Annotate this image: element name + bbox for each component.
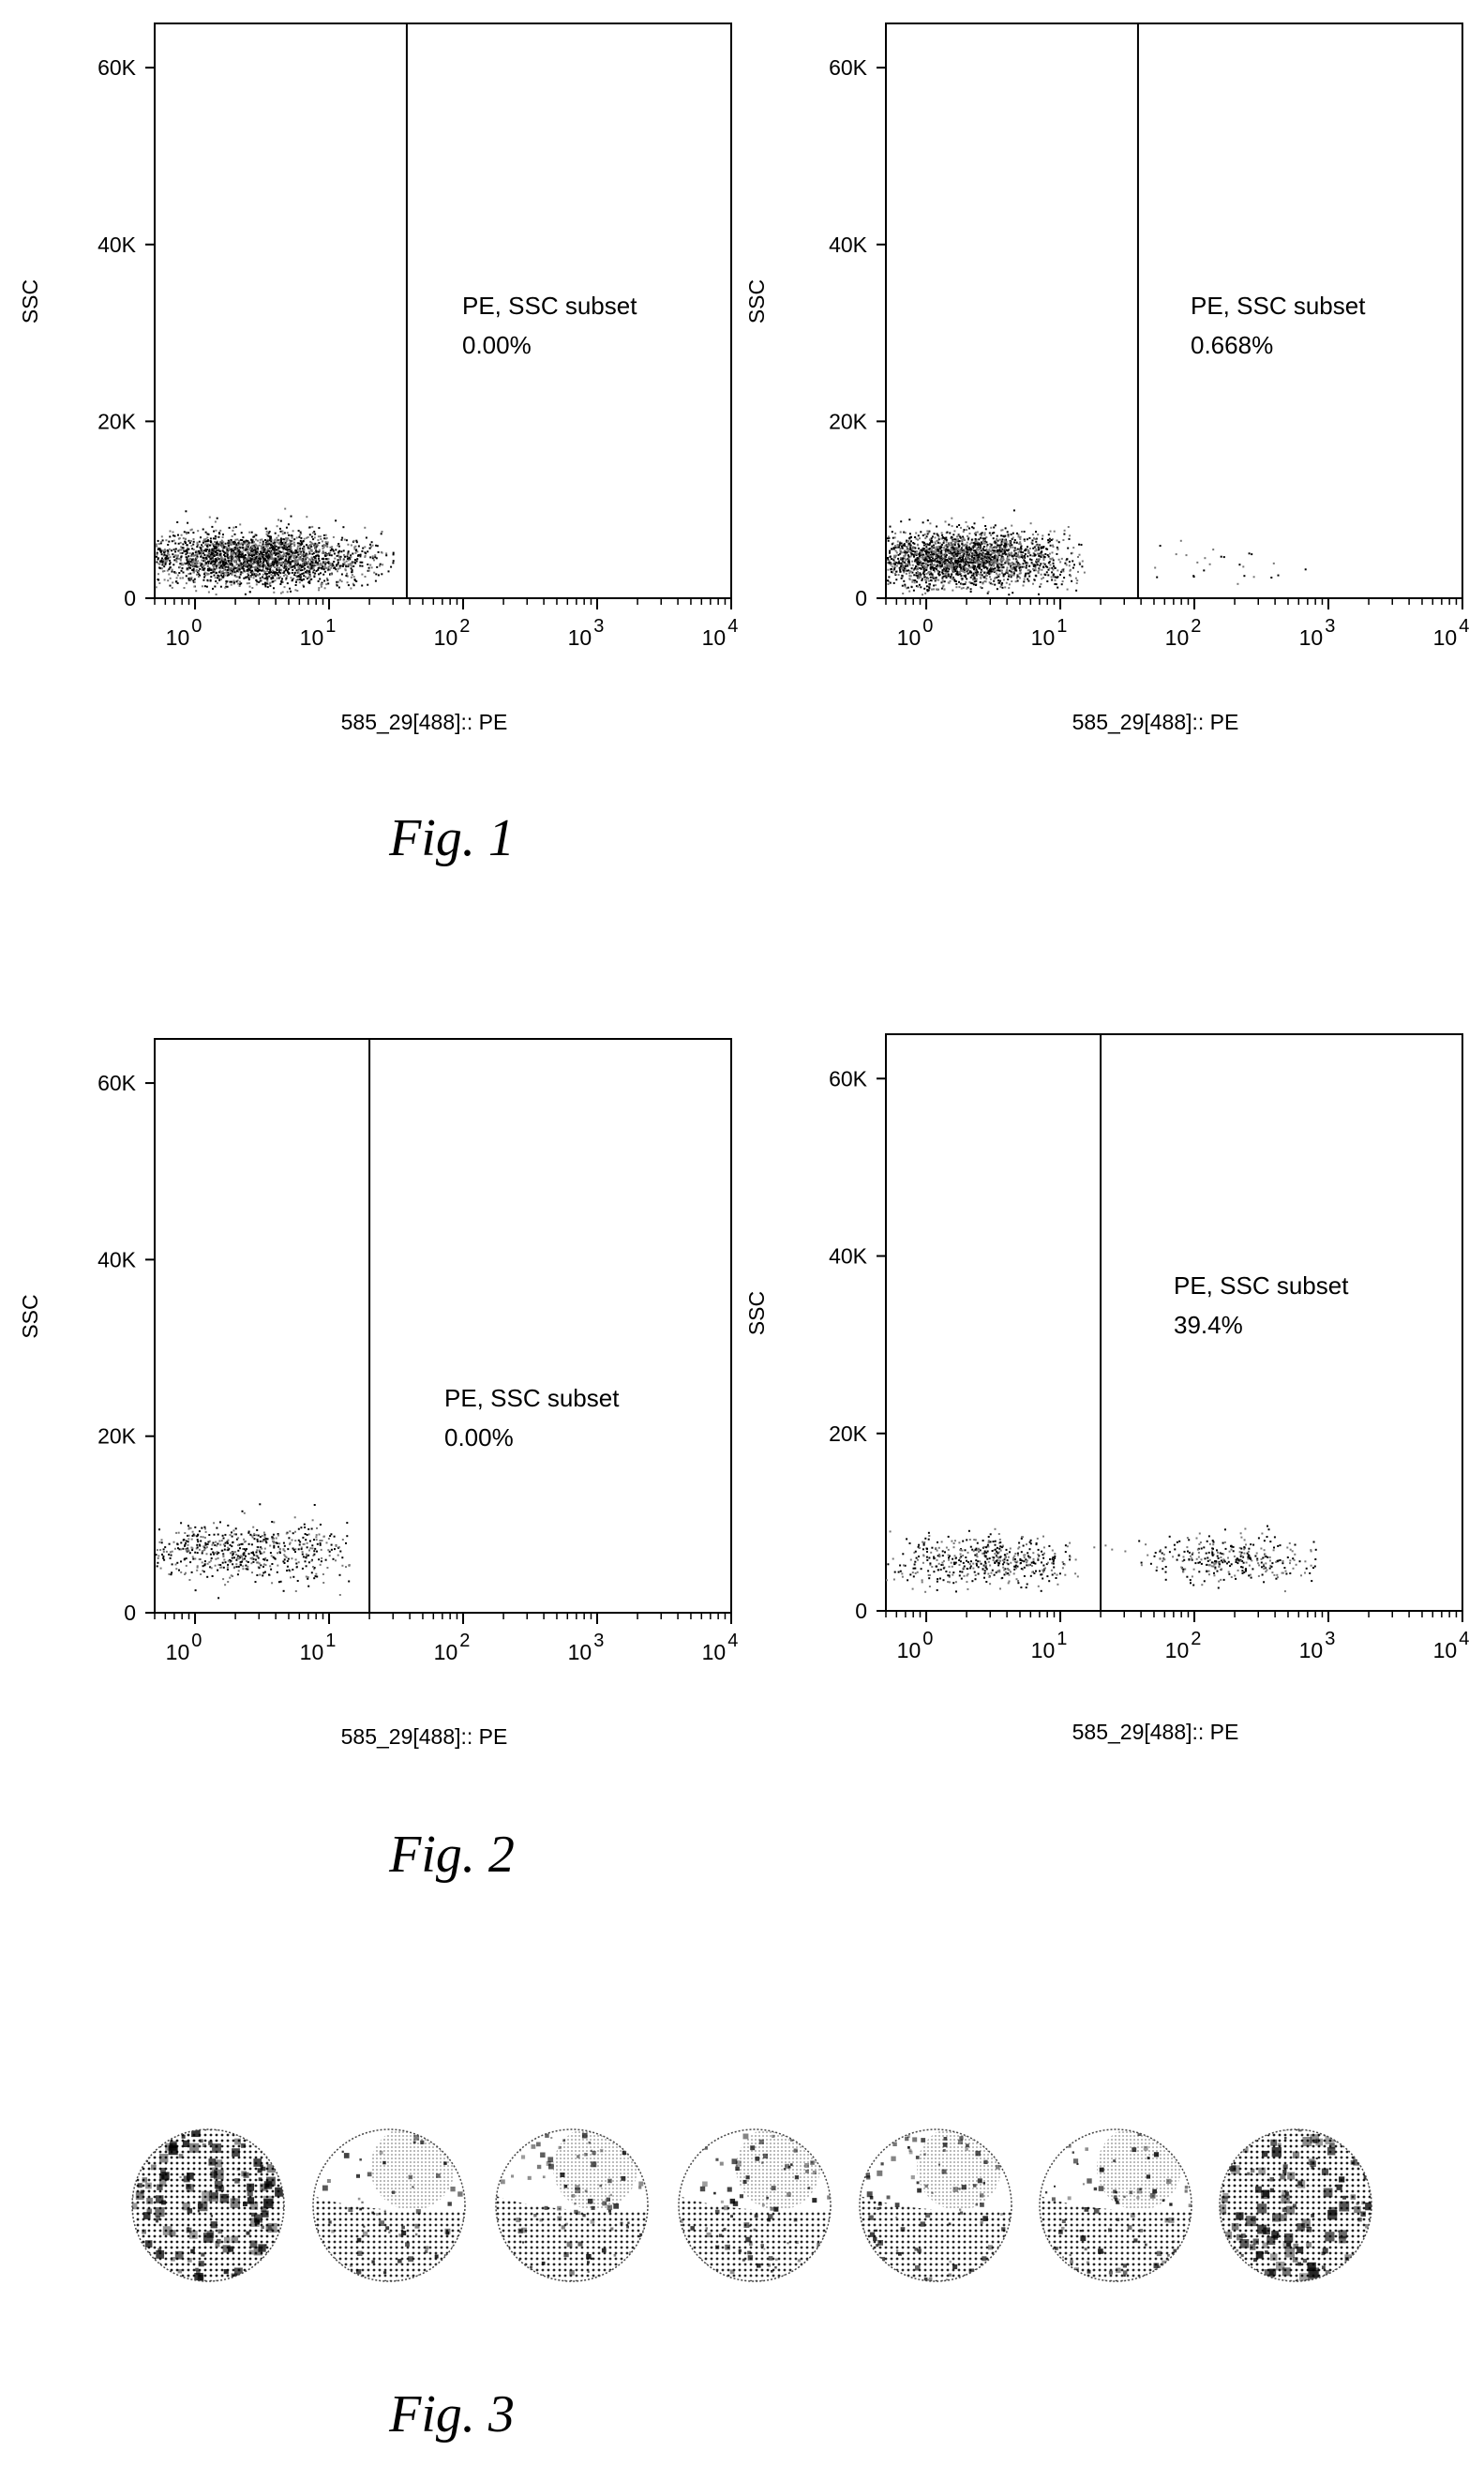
x-tick-label: 10 1 xyxy=(300,1631,337,1664)
gate-percent-label: 0.668% xyxy=(1191,331,1273,359)
well-image xyxy=(131,2128,285,2282)
gate-percent-label: 39.4% xyxy=(1174,1311,1243,1339)
x-axis-label: 585_29[488]:: PE xyxy=(341,710,508,734)
fig1-caption: Fig. 1 xyxy=(388,809,515,867)
x-axis-label: 585_29[488]:: PE xyxy=(341,1724,508,1749)
well-image xyxy=(312,2128,466,2282)
x-tick-label: 10 2 xyxy=(434,616,471,650)
y-tick-label: 60K xyxy=(97,1071,137,1095)
y-axis-label: SSC xyxy=(744,1291,769,1335)
plot-frame xyxy=(154,23,732,599)
x-tick-label: 10 1 xyxy=(300,616,337,650)
y-tick-label: 20K xyxy=(97,1424,137,1449)
x-tick-label: 10 1 xyxy=(1031,1629,1068,1662)
x-axis-label: 585_29[488]:: PE xyxy=(1072,1720,1239,1744)
y-tick-label: 20K xyxy=(97,409,137,433)
y-tick-label: 20K xyxy=(829,1421,868,1446)
plot-frame xyxy=(885,23,1463,599)
well-image xyxy=(495,2128,649,2282)
x-tick-label: 10 0 xyxy=(897,616,934,650)
y-axis-label: SSC xyxy=(18,279,42,323)
well-image xyxy=(678,2128,832,2282)
x-tick-label: 10 4 xyxy=(1433,616,1470,650)
x-tick-label: 10 4 xyxy=(702,616,739,650)
fig2-right-scatter-panel: 0 20K 40K 60K 10 0 10 1 10 2 10 3 10 4 PE, SSC subset… xyxy=(744,1033,1469,1744)
y-tick-label: 60K xyxy=(97,55,137,80)
x-tick-label: 10 0 xyxy=(166,1631,202,1664)
x-tick-label: 10 2 xyxy=(1165,616,1202,650)
fig2-caption: Fig. 2 xyxy=(388,1826,515,1884)
event-dots xyxy=(886,1525,1317,1593)
axis-ticks: 0 20K 40K 60K 10 0 10 1 10 2 10 3 10 4 xyxy=(829,1066,1469,1662)
well-image xyxy=(1039,2128,1192,2282)
y-tick-label: 60K xyxy=(829,1066,868,1090)
x-tick-label: 10 0 xyxy=(166,616,202,650)
gate-name-label: PE, SSC subset xyxy=(1191,292,1366,320)
well-image xyxy=(859,2128,1012,2282)
x-tick-label: 10 3 xyxy=(568,616,605,650)
y-tick-label: 60K xyxy=(829,55,868,80)
fig1-left-scatter-panel: 0 20K 40K 60K 10 0 10 1 10 2 10 3 10 4 PE, SSC subset… xyxy=(18,23,738,734)
x-tick-label: 10 2 xyxy=(434,1631,471,1664)
gate-name-label: PE, SSC subset xyxy=(1174,1271,1349,1300)
y-tick-label: 0 xyxy=(124,1601,136,1625)
x-tick-label: 10 2 xyxy=(1165,1629,1202,1662)
x-tick-label: 10 4 xyxy=(1433,1629,1470,1662)
y-axis-label: SSC xyxy=(18,1294,42,1338)
gate-percent-label: 0.00% xyxy=(444,1423,514,1451)
x-tick-label: 10 3 xyxy=(1299,616,1336,650)
x-axis-label: 585_29[488]:: PE xyxy=(1072,710,1239,734)
y-axis-label: SSC xyxy=(744,279,769,323)
event-dots xyxy=(155,507,395,595)
fig3-well-images xyxy=(131,2128,1372,2282)
gate-name-label: PE, SSC subset xyxy=(462,292,637,320)
y-tick-label: 0 xyxy=(855,586,867,610)
x-tick-label: 10 3 xyxy=(1299,1629,1336,1662)
axis-ticks: 0 20K 40K 60K 10 0 10 1 10 2 10 3 10 4 xyxy=(97,1071,738,1664)
y-tick-label: 20K xyxy=(829,409,868,433)
fig1-right-scatter-panel: 0 20K 40K 60K 10 0 10 1 10 2 10 3 10 4 PE, SSC subset… xyxy=(744,23,1469,734)
x-tick-label: 10 0 xyxy=(897,1629,934,1662)
x-tick-label: 10 3 xyxy=(568,1631,605,1664)
y-tick-label: 40K xyxy=(97,233,137,257)
event-dots xyxy=(886,509,1307,596)
event-dots xyxy=(155,1503,351,1600)
y-tick-label: 40K xyxy=(829,233,868,257)
fig2-left-scatter-panel: 0 20K 40K 60K 10 0 10 1 10 2 10 3 10 4 PE, SSC subset… xyxy=(18,1038,738,1749)
well-image xyxy=(1219,2128,1372,2282)
gate-percent-label: 0.00% xyxy=(462,331,532,359)
y-tick-label: 40K xyxy=(829,1244,868,1269)
y-tick-label: 0 xyxy=(855,1599,867,1623)
x-tick-label: 10 4 xyxy=(702,1631,739,1664)
x-tick-label: 10 1 xyxy=(1031,616,1068,650)
gate-name-label: PE, SSC subset xyxy=(444,1384,620,1412)
y-tick-label: 40K xyxy=(97,1247,137,1271)
fig3-caption: Fig. 3 xyxy=(388,2385,515,2443)
y-tick-label: 0 xyxy=(124,586,136,610)
plot-frame xyxy=(154,1038,732,1614)
